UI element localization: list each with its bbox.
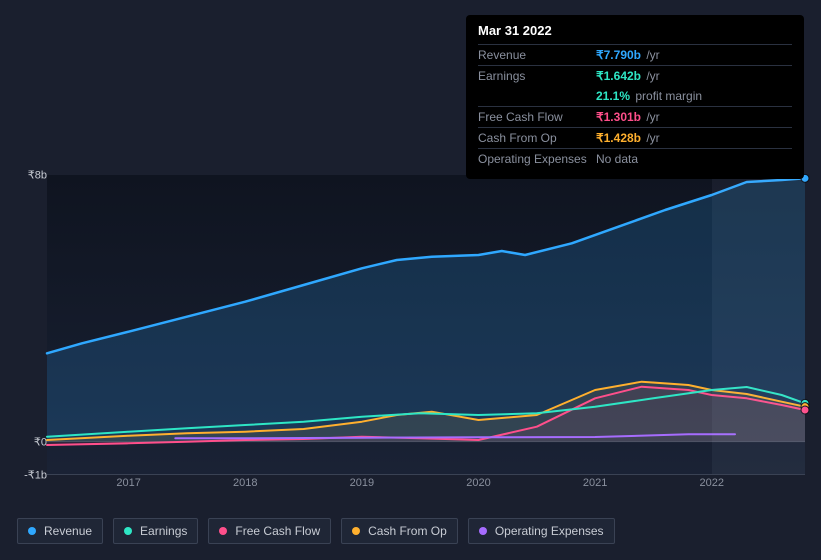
legend-swatch-icon xyxy=(352,527,360,535)
x-axis-label: 2018 xyxy=(233,477,257,489)
tooltip-value: ₹7.790b /yr xyxy=(596,48,660,62)
y-axis-label: -₹1b xyxy=(17,469,47,482)
x-axis-label: 2021 xyxy=(583,477,607,489)
x-axis-label: 2017 xyxy=(116,477,140,489)
legend-label: Operating Expenses xyxy=(495,524,604,538)
legend-swatch-icon xyxy=(219,527,227,535)
x-axis-label: 2020 xyxy=(466,477,490,489)
forecast-band xyxy=(712,175,805,474)
tooltip-value: 21.1% profit margin xyxy=(596,89,702,103)
financials-chart[interactable]: ₹8b ₹0 -₹1b 2017 2018 2019 2020 2021 2022 xyxy=(17,155,805,495)
chart-plot-area[interactable] xyxy=(47,175,805,475)
tooltip-label: Cash From Op xyxy=(478,131,596,145)
legend-item[interactable]: Free Cash Flow xyxy=(208,518,331,544)
tooltip-row: 21.1% profit margin xyxy=(478,86,792,106)
tooltip-row: Free Cash Flow₹1.301b /yr xyxy=(478,106,792,127)
legend-item[interactable]: Revenue xyxy=(17,518,103,544)
tooltip-row: Operating ExpensesNo data xyxy=(478,148,792,169)
tooltip-value: ₹1.428b /yr xyxy=(596,131,660,145)
legend-swatch-icon xyxy=(124,527,132,535)
tooltip-label: Free Cash Flow xyxy=(478,110,596,124)
legend-item[interactable]: Cash From Op xyxy=(341,518,458,544)
y-axis-label: ₹0 xyxy=(17,435,47,448)
chart-tooltip: Mar 31 2022 Revenue₹7.790b /yrEarnings₹1… xyxy=(466,15,804,179)
legend-label: Cash From Op xyxy=(368,524,447,538)
legend-item[interactable]: Operating Expenses xyxy=(468,518,615,544)
x-axis: 2017 2018 2019 2020 2021 2022 xyxy=(47,477,805,495)
x-axis-label: 2019 xyxy=(350,477,374,489)
tooltip-label: Earnings xyxy=(478,69,596,83)
tooltip-value: ₹1.642b /yr xyxy=(596,69,660,83)
tooltip-label: Operating Expenses xyxy=(478,152,596,166)
tooltip-value: No data xyxy=(596,152,638,166)
chart-legend: Revenue Earnings Free Cash Flow Cash From O… xyxy=(17,518,615,544)
legend-item[interactable]: Earnings xyxy=(113,518,198,544)
legend-swatch-icon xyxy=(479,527,487,535)
tooltip-value: ₹1.301b /yr xyxy=(596,110,660,124)
legend-label: Earnings xyxy=(140,524,187,538)
chart-svg xyxy=(47,175,805,475)
tooltip-date: Mar 31 2022 xyxy=(478,23,792,44)
legend-label: Free Cash Flow xyxy=(235,524,320,538)
legend-label: Revenue xyxy=(44,524,92,538)
x-axis-label: 2022 xyxy=(699,477,723,489)
tooltip-row: Cash From Op₹1.428b /yr xyxy=(478,127,792,148)
legend-swatch-icon xyxy=(28,527,36,535)
tooltip-row: Earnings₹1.642b /yr xyxy=(478,65,792,86)
tooltip-label: Revenue xyxy=(478,48,596,62)
tooltip-row: Revenue₹7.790b /yr xyxy=(478,44,792,65)
y-axis-label: ₹8b xyxy=(17,169,47,182)
